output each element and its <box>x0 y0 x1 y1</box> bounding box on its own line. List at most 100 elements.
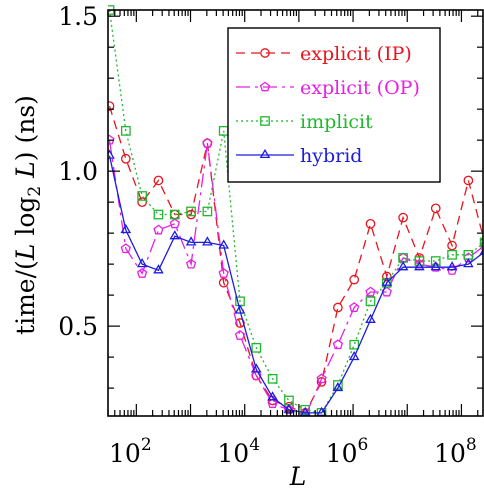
data-point-explicit-ip <box>333 302 343 313</box>
x-tick-exponent: 8 <box>466 435 477 455</box>
legend-label-implicit: implicit <box>300 111 373 133</box>
data-point-implicit <box>414 256 425 266</box>
data-point-explicit-ip <box>365 218 376 229</box>
data-point-hybrid <box>136 257 148 268</box>
data-point-explicit-op <box>349 302 360 312</box>
y-label-log: log <box>11 197 40 244</box>
legend-label-explicit-ip: explicit (IP) <box>300 43 412 65</box>
legend-marker-explicit-op <box>259 81 271 92</box>
data-point-explicit-op <box>316 373 327 384</box>
y-tick-label: 0.5 <box>58 312 98 341</box>
series-hybrid <box>108 149 483 416</box>
data-point-explicit-op <box>251 370 262 381</box>
data-point-explicit-op <box>267 398 278 408</box>
data-point-implicit <box>169 209 180 220</box>
data-point-hybrid <box>430 261 442 271</box>
x-tick-label: 106 <box>326 435 369 468</box>
data-point-hybrid <box>414 261 425 271</box>
y-label-pre: time/( <box>11 260 40 335</box>
data-point-implicit <box>300 404 311 415</box>
data-point-explicit-op <box>120 243 131 254</box>
data-point-implicit <box>251 342 262 353</box>
data-point-explicit-op <box>234 329 246 340</box>
data-point-implicit <box>365 296 376 307</box>
data-point-explicit-ip <box>430 203 441 214</box>
data-point-hybrid <box>365 313 376 323</box>
x-tick-base: 10 <box>217 439 249 468</box>
x-axis-label: L <box>289 462 307 491</box>
data-point-explicit-op <box>136 267 148 278</box>
data-point-implicit <box>120 126 131 136</box>
data-point-explicit-op <box>202 137 213 148</box>
plot-frame <box>107 9 484 417</box>
y-label-sub: 2 <box>25 186 45 197</box>
x-tick-label: 108 <box>434 435 477 468</box>
legend-marker-explicit-ip <box>260 48 270 58</box>
series-layer <box>108 5 483 416</box>
y-label-post: ) (ns) <box>11 95 40 161</box>
data-point-hybrid <box>108 149 115 159</box>
data-point-hybrid <box>397 261 409 271</box>
data-point-explicit-ip <box>153 175 164 186</box>
data-point-hybrid <box>332 382 344 392</box>
legend-marker-hybrid <box>259 148 271 159</box>
series-explicit-op <box>108 134 483 416</box>
y-label-l2: L <box>11 161 40 186</box>
data-point-explicit-ip <box>447 240 457 251</box>
series-line-hybrid <box>108 155 483 414</box>
ticks-layer <box>107 10 483 416</box>
data-point-hybrid <box>218 239 230 249</box>
data-point-explicit-op <box>365 286 376 297</box>
data-point-explicit-op <box>108 134 115 145</box>
data-point-implicit <box>430 256 441 266</box>
x-tick-base: 10 <box>434 439 466 468</box>
data-point-implicit <box>186 206 196 217</box>
x-tick-base: 10 <box>326 439 358 468</box>
data-point-explicit-ip <box>398 212 408 223</box>
data-point-implicit <box>349 339 360 350</box>
data-point-explicit-op <box>218 267 229 278</box>
legend-label-hybrid: hybrid <box>300 145 362 167</box>
data-point-implicit <box>267 373 278 384</box>
data-point-implicit <box>137 191 147 201</box>
data-point-explicit-ip <box>218 277 229 288</box>
y-tick-labels: 0.5 1.0 1.5 <box>58 2 98 341</box>
series-line-explicit-op <box>108 140 483 416</box>
data-point-implicit <box>479 237 483 248</box>
x-tick-labels: 102 104 106 108 <box>109 435 477 468</box>
legend: explicit (IP) explicit (OP) implicit hybrid <box>227 27 441 183</box>
data-point-explicit-op <box>283 404 295 415</box>
data-point-hybrid <box>153 264 164 274</box>
x-tick-label: 104 <box>217 435 260 468</box>
data-point-hybrid <box>185 236 197 246</box>
data-point-hybrid <box>463 257 474 268</box>
legend-label-explicit-op: explicit (OP) <box>300 77 420 99</box>
data-point-explicit-ip <box>381 271 392 282</box>
x-tick-exponent: 4 <box>249 435 260 455</box>
data-point-hybrid <box>169 230 181 240</box>
x-tick-exponent: 6 <box>358 435 369 455</box>
data-point-explicit-ip <box>120 153 131 164</box>
data-point-explicit-op <box>169 218 180 229</box>
data-point-hybrid <box>446 261 458 271</box>
legend-box <box>227 27 441 183</box>
data-point-hybrid <box>202 236 213 246</box>
x-tick-base: 10 <box>109 439 141 468</box>
data-point-explicit-op <box>332 339 344 350</box>
data-point-hybrid <box>267 391 278 401</box>
legend-marker-implicit <box>260 116 270 126</box>
y-axis-label: time/(L log2 L) (ns) <box>11 95 45 335</box>
data-point-hybrid <box>250 363 262 373</box>
x-tick-exponent: 2 <box>141 435 152 455</box>
data-point-explicit-ip <box>235 318 245 328</box>
data-point-hybrid <box>234 304 246 314</box>
data-point-explicit-op <box>153 224 164 235</box>
data-point-explicit-ip <box>137 197 147 208</box>
data-point-explicit-ip <box>108 101 115 111</box>
data-point-explicit-ip <box>316 377 327 387</box>
x-tick-label: 102 <box>109 435 152 468</box>
data-point-hybrid <box>120 223 132 234</box>
data-point-implicit <box>447 249 457 260</box>
y-label-l1: L <box>11 244 40 262</box>
